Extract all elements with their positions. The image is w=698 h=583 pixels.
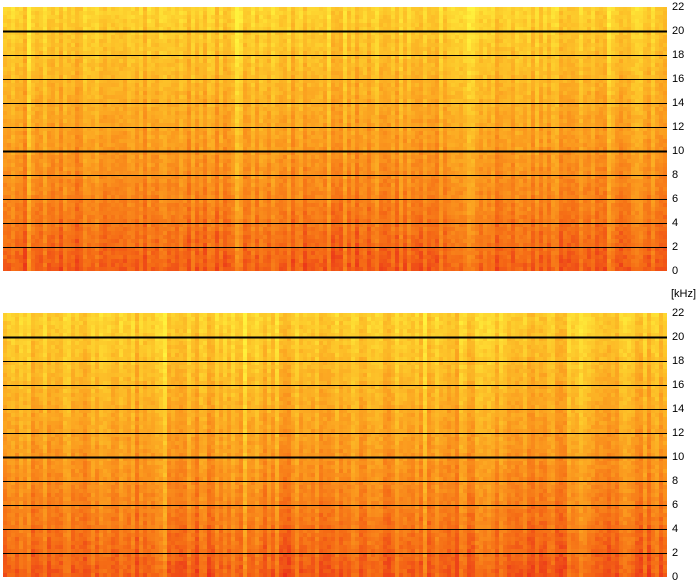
tick-label: 2 [672,241,678,253]
tick-label: 22 [672,307,684,319]
spectrogram-bottom [3,313,667,577]
tick-label: 22 [672,1,684,13]
spectrogram-cells [3,7,667,271]
frequency-unit-label: [kHz] [671,288,696,300]
tick-label: 4 [672,217,678,229]
spectrogram-top [3,7,667,271]
tick-label: 2 [672,547,678,559]
tick-label: 0 [672,571,678,583]
tick-label: 10 [672,451,684,463]
tick-label: 12 [672,427,684,439]
tick-label: 18 [672,355,684,367]
tick-label: 20 [672,25,684,37]
tick-label: 18 [672,49,684,61]
spectrogram-top-svg [3,7,667,271]
tick-label: 16 [672,379,684,391]
tick-label: 20 [672,331,684,343]
tick-label: 16 [672,73,684,85]
tick-label: 14 [672,403,684,415]
tick-label: 4 [672,523,678,535]
tick-label: 12 [672,121,684,133]
spectrogram-bottom-svg [3,313,667,577]
tick-label: 14 [672,97,684,109]
tick-label: 8 [672,169,678,181]
tick-label: 6 [672,193,678,205]
tick-label: 8 [672,475,678,487]
tick-label: 10 [672,145,684,157]
tick-label: 0 [672,265,678,277]
tick-label: 6 [672,499,678,511]
spectrogram-cells [3,313,667,577]
